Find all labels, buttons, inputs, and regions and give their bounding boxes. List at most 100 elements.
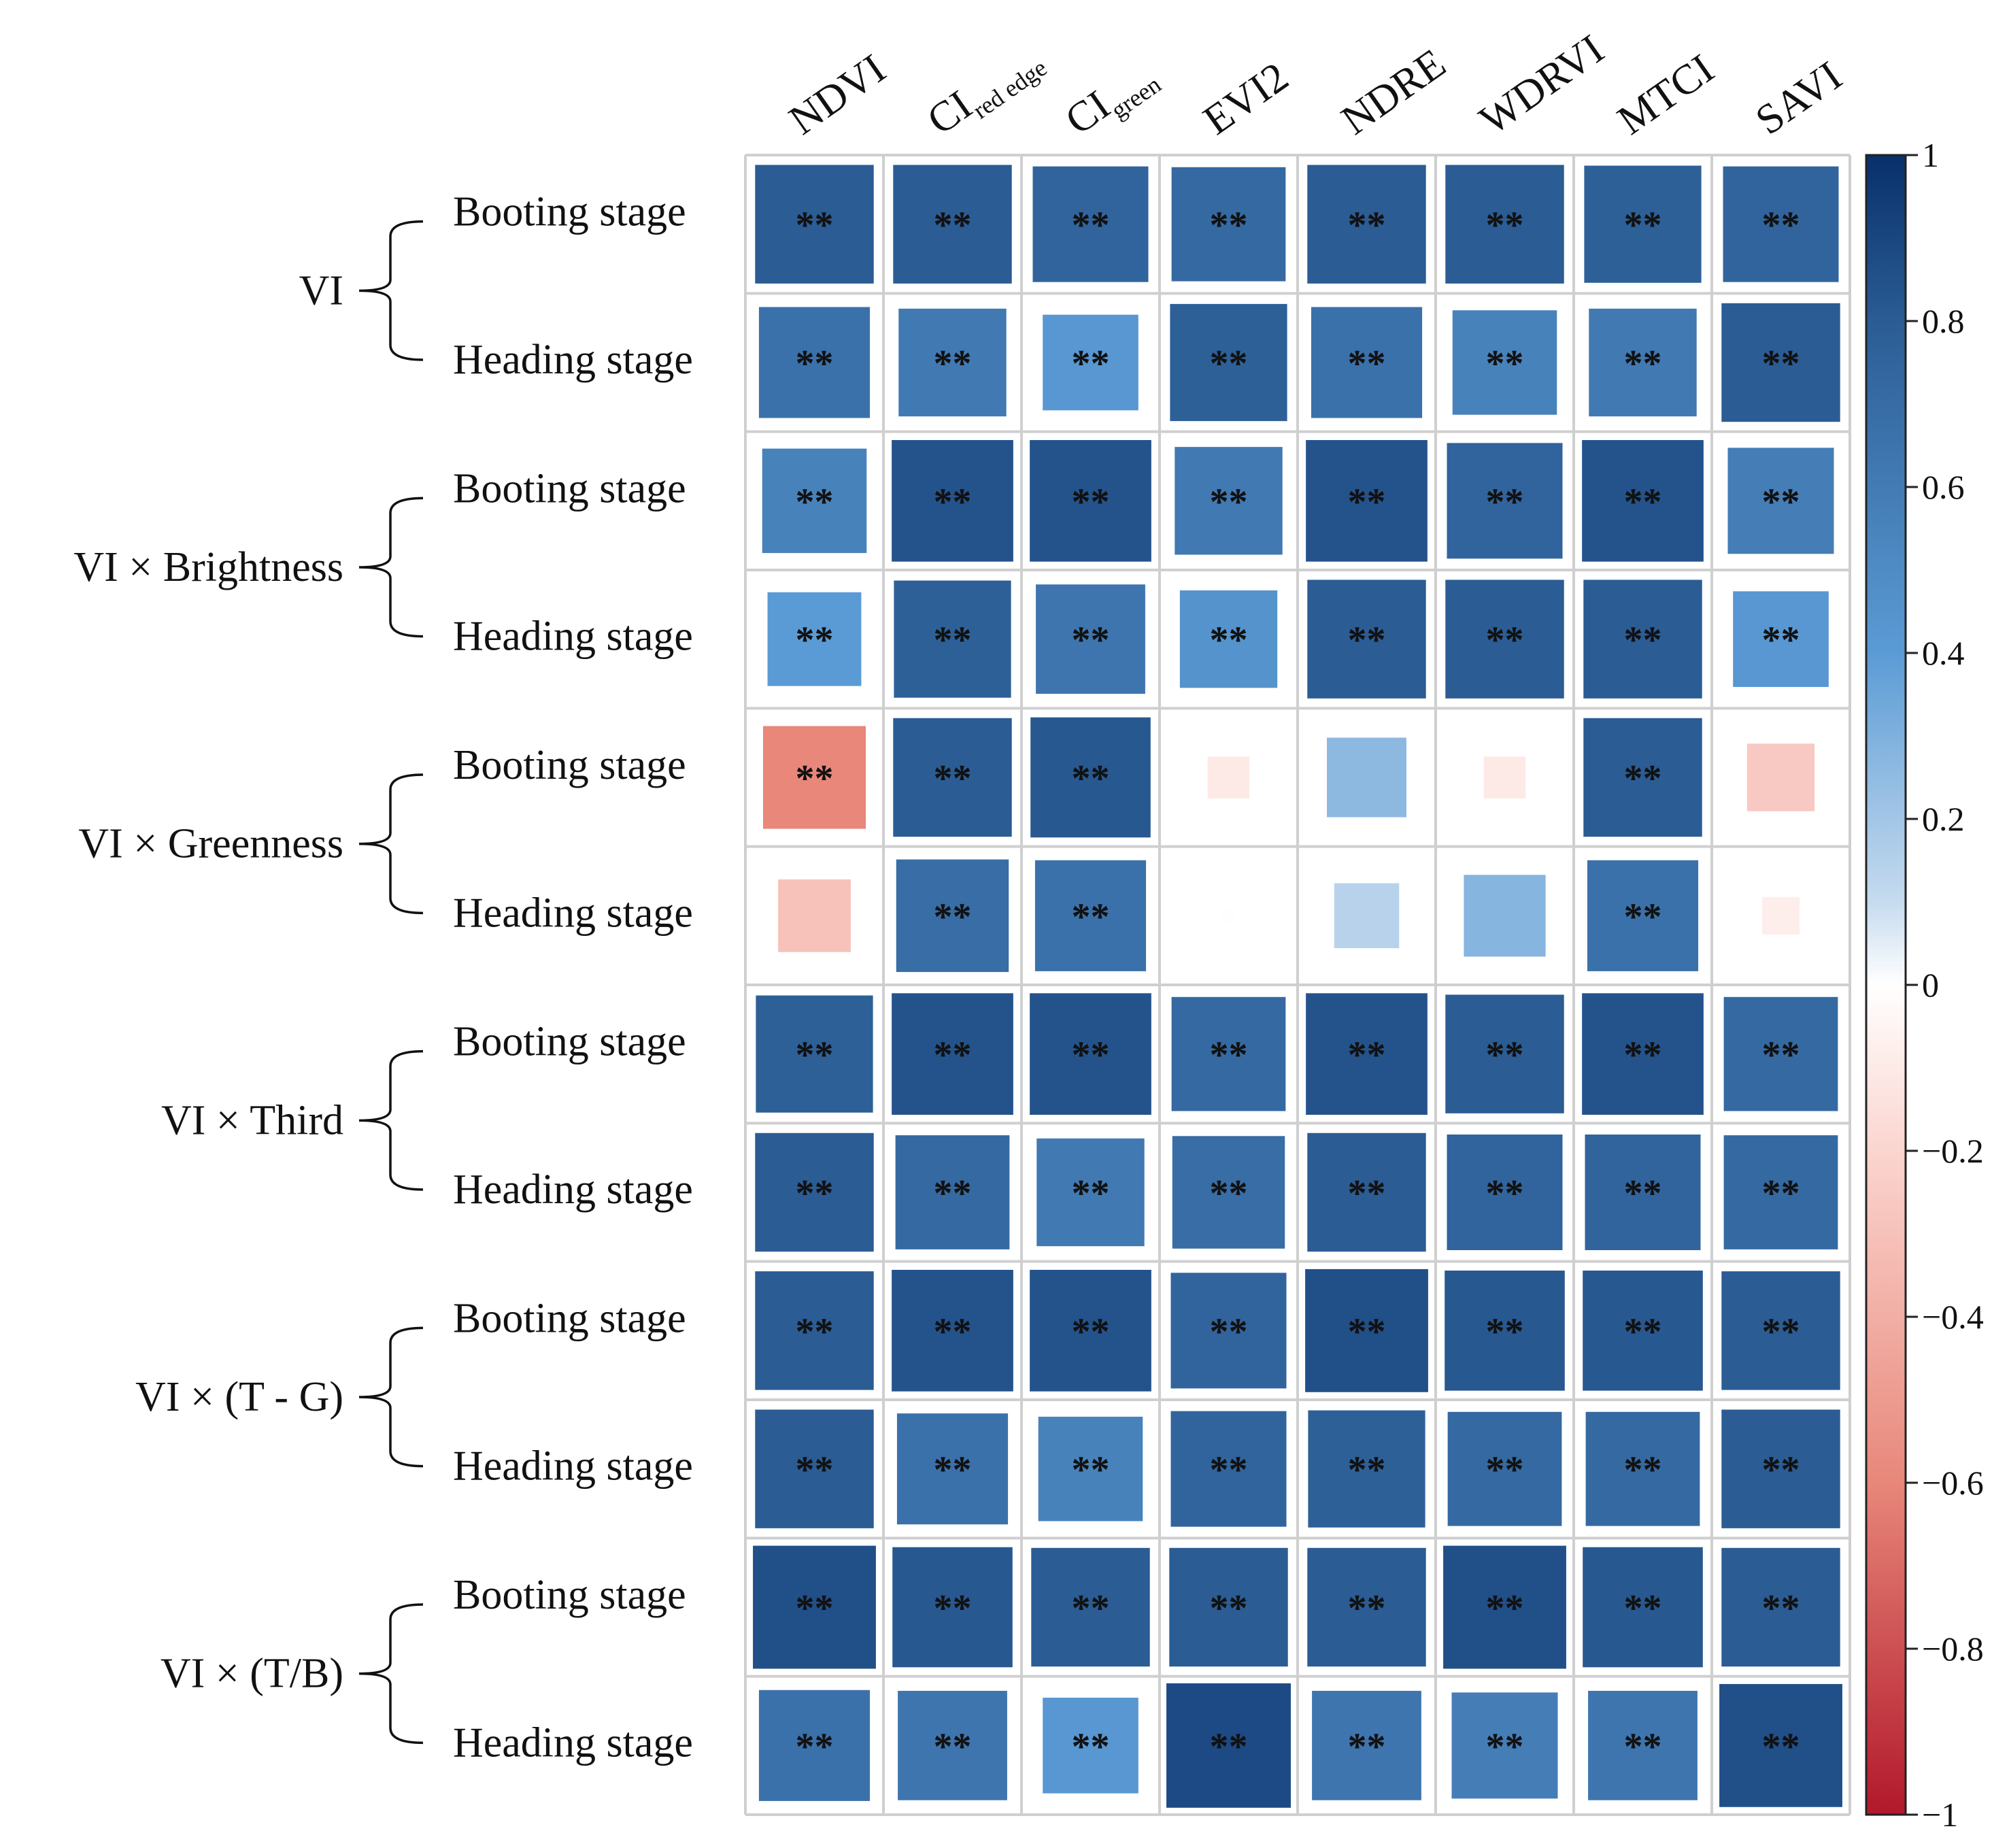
heatmap-cell bbox=[1169, 1547, 1288, 1667]
colorbar-tick-label: 0.6 bbox=[1922, 468, 1965, 506]
heatmap-cell bbox=[896, 859, 1009, 973]
significance-mark: ** bbox=[796, 620, 834, 662]
significance-mark: ** bbox=[796, 481, 834, 523]
heatmap-cell bbox=[758, 307, 871, 418]
significance-mark: ** bbox=[796, 1726, 834, 1768]
heatmap-cell bbox=[1221, 909, 1236, 923]
colorbar-tick-label: 0.8 bbox=[1922, 302, 1965, 340]
significance-mark: ** bbox=[1762, 205, 1800, 247]
colorbar-tick-label: 0 bbox=[1922, 966, 1939, 1004]
significance-mark: ** bbox=[934, 1726, 972, 1768]
significance-mark: ** bbox=[1486, 620, 1524, 662]
heatmap-cell bbox=[1445, 1271, 1565, 1391]
heatmap-cell bbox=[1451, 1692, 1558, 1799]
significance-mark: ** bbox=[934, 1311, 972, 1353]
significance-mark: ** bbox=[934, 205, 972, 247]
significance-mark: ** bbox=[1072, 1311, 1110, 1353]
heatmap-cell bbox=[1334, 883, 1400, 949]
significance-mark: ** bbox=[1624, 481, 1662, 523]
row-label: Heading stage bbox=[453, 1443, 693, 1490]
significance-mark: ** bbox=[1072, 620, 1110, 662]
heatmap-cell bbox=[1307, 1132, 1426, 1252]
significance-mark: ** bbox=[1486, 1587, 1524, 1630]
heatmap-cell bbox=[1307, 1547, 1426, 1667]
heatmap-cell bbox=[892, 1269, 1013, 1392]
row-label: Heading stage bbox=[453, 890, 693, 936]
row-label: Booting stage bbox=[453, 1295, 686, 1341]
significance-mark: ** bbox=[1210, 1726, 1248, 1768]
colorbar-tick-label: −0.8 bbox=[1922, 1630, 1984, 1668]
heatmap-cell bbox=[1447, 443, 1563, 559]
significance-mark: ** bbox=[1348, 343, 1386, 385]
heatmap-cell bbox=[1445, 994, 1564, 1113]
significance-mark: ** bbox=[1072, 896, 1110, 938]
heatmap-cell bbox=[1447, 1135, 1563, 1250]
heatmap-cell bbox=[1746, 743, 1815, 811]
heatmap-cell bbox=[1582, 439, 1704, 562]
significance-mark: ** bbox=[796, 1035, 834, 1077]
colorbar-tick-label: 0.2 bbox=[1922, 800, 1965, 838]
heatmap-cell bbox=[1175, 447, 1283, 555]
heatmap-cell bbox=[1733, 591, 1829, 687]
row-label: Booting stage bbox=[453, 1019, 686, 1065]
significance-mark: ** bbox=[1210, 1449, 1248, 1492]
group-brace bbox=[358, 1603, 424, 1745]
heatmap-cell bbox=[755, 165, 874, 284]
significance-mark: ** bbox=[1210, 1173, 1248, 1215]
heatmap-cell bbox=[1170, 1411, 1287, 1527]
column-label: SAVI bbox=[1748, 52, 1851, 144]
heatmap-cell bbox=[1305, 1269, 1428, 1392]
significance-mark: ** bbox=[1624, 1587, 1662, 1630]
significance-mark: ** bbox=[1072, 1726, 1110, 1768]
heatmap-cell bbox=[1171, 167, 1286, 282]
colorbar: 1 0.8 0.6 0.4 0.2 0 −0.2 −0.4 −0.6 −0.8 −1 bbox=[1865, 136, 1984, 1834]
row-label: Booting stage bbox=[453, 1572, 686, 1618]
heatmap-cell bbox=[1721, 303, 1840, 422]
significance-mark: ** bbox=[1072, 758, 1110, 800]
heatmap-cell bbox=[1327, 737, 1406, 818]
significance-mark: ** bbox=[1486, 1173, 1524, 1215]
heatmap-cell bbox=[1588, 1690, 1698, 1800]
group-brace bbox=[358, 220, 424, 361]
significance-mark: ** bbox=[796, 1587, 834, 1630]
heatmap-cell bbox=[1306, 439, 1428, 562]
significance-mark: ** bbox=[1072, 481, 1110, 523]
column-label: WDRVI bbox=[1472, 26, 1613, 144]
significance-mark: ** bbox=[1210, 1311, 1248, 1353]
heatmap-cell bbox=[1721, 1409, 1840, 1528]
significance-mark: ** bbox=[934, 620, 972, 662]
group-label: VI bbox=[299, 267, 343, 314]
significance-mark: ** bbox=[1072, 1035, 1110, 1077]
heatmap-cell bbox=[1719, 1683, 1842, 1807]
heatmap-cell bbox=[1030, 439, 1151, 562]
heatmap-cells: ** ** ** ** ** ** ** ** ** ** ** ** ** ** ** ** ** ** ** **… bbox=[753, 165, 1842, 1808]
heatmap-cell bbox=[894, 580, 1011, 698]
significance-mark: ** bbox=[1624, 1449, 1662, 1492]
significance-mark: ** bbox=[1762, 481, 1800, 523]
significance-mark: ** bbox=[796, 758, 834, 800]
heatmap-cell bbox=[1445, 165, 1564, 284]
heatmap-cell bbox=[755, 1132, 874, 1252]
heatmap-cell bbox=[1483, 756, 1526, 799]
heatmap-cell bbox=[1464, 875, 1546, 957]
row-labels: Booting stage Heading stage Booting stage H… bbox=[453, 189, 693, 1766]
heatmap-cell bbox=[1308, 1410, 1425, 1528]
heatmap-cell bbox=[1445, 579, 1564, 699]
heatmap-grid bbox=[744, 154, 1851, 1816]
significance-mark: ** bbox=[1486, 1726, 1524, 1768]
group-label: VI × Greenness bbox=[78, 821, 343, 867]
heatmap-cell bbox=[1589, 308, 1697, 417]
heatmap-cell bbox=[762, 726, 866, 829]
heatmap-cell bbox=[755, 1409, 874, 1528]
heatmap-cell bbox=[1307, 165, 1426, 284]
significance-mark: ** bbox=[934, 1449, 972, 1492]
column-label: NDRE bbox=[1334, 40, 1454, 144]
colorbar-gradient bbox=[1865, 154, 1907, 1816]
heatmap-cell bbox=[753, 1545, 876, 1669]
column-label: NDVI bbox=[781, 46, 894, 144]
significance-mark: ** bbox=[1624, 620, 1662, 662]
group-labels: VI VI × Brightness VI × Greenness VI × Thir… bbox=[73, 220, 424, 1745]
heatmap-cell bbox=[1307, 579, 1426, 699]
